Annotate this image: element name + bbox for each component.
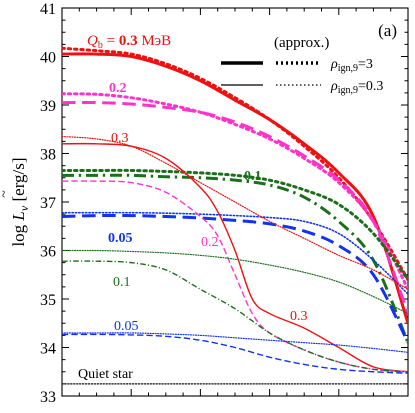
legend-entry-thin-sub: ign,9	[338, 85, 358, 96]
label-quiet-star: Quiet star	[78, 367, 133, 382]
q-title-sub: b	[98, 40, 103, 51]
y-tick-label: 38	[40, 147, 56, 164]
q-title-val: 0.3	[119, 33, 138, 49]
label-q005-thin: 0.05	[114, 319, 139, 334]
series-line-q03-rho3-solid	[62, 52, 408, 324]
y-axis-label: log Lν [erg/s]	[9, 157, 31, 246]
series-line-q02-rho3-dot	[62, 92, 408, 291]
y-tick-label: 40	[40, 50, 56, 67]
label-q02-thin: 0.2	[201, 235, 219, 250]
y-tick-label: 37	[40, 195, 56, 212]
y-axis-label-main: log	[9, 221, 28, 247]
q-title-unit: МэВ	[138, 33, 172, 49]
y-axis-label-l: L	[9, 211, 28, 221]
series-line-q01-rho0.3-dashdot	[62, 260, 408, 373]
label-q01-thick: 0.1	[244, 169, 262, 184]
series-line-q01-rho0.3-dot	[62, 249, 408, 315]
q-title-q: Q	[87, 33, 98, 49]
q-title-eq: =	[103, 33, 119, 49]
y-tick-labels: 33 34 35 36 37 38 39 40 41	[40, 1, 56, 406]
y-axis-label-unit: [erg/s]	[9, 157, 28, 205]
y-tick-label: 41	[40, 1, 56, 18]
legend-entry-thick-rho: ρ	[330, 57, 338, 72]
legend-entry-thin: ρign,9=0.3	[330, 79, 383, 96]
legend-entry-thick-val: =3	[358, 57, 373, 72]
y-tick-label: 34	[40, 341, 56, 358]
label-q03-thin-low: 0.3	[290, 309, 308, 324]
label-q03-thin: 0.3	[111, 131, 129, 146]
q-title-annotation: Qb = 0.3 МэВ	[87, 33, 171, 51]
series-line-q03-rho0.3-dot	[62, 135, 408, 290]
series-line-q005-rho0.3-dash	[62, 333, 408, 374]
y-tick-label: 33	[40, 389, 56, 406]
y-tick-label: 36	[40, 244, 56, 261]
panel-label: (a)	[378, 21, 397, 40]
legend-entry-thick: ρign,9=3	[330, 57, 373, 74]
series-line-q005-rho3-dash	[62, 213, 408, 344]
series-line-q02-rho3-dash	[62, 100, 408, 315]
y-tick-label: 35	[40, 292, 56, 309]
label-q005-thick: 0.05	[108, 231, 133, 246]
series-line-q02-rho0.3-dash	[62, 180, 408, 373]
series-line-q01-rho3-dot	[62, 168, 408, 282]
y-axis-label-sub: ν	[17, 205, 31, 211]
series-line-q01-rho3-dashdot	[62, 173, 408, 344]
label-q01-thin: 0.1	[113, 275, 131, 290]
y-axis-label-tilde: ~	[0, 190, 12, 198]
legend-entry-thin-val: =0.3	[358, 79, 383, 94]
y-tick-label: 39	[40, 98, 56, 115]
legend-entry-thin-rho: ρ	[330, 79, 338, 94]
legend-title: (approx.)	[274, 35, 329, 51]
legend: (approx.) ρign,9=3 ρign,9=0.3	[221, 35, 383, 96]
series-line-q005-rho3-dot	[62, 211, 408, 295]
label-q02-thick: 0.2	[109, 81, 127, 96]
series-line-q005-rho0.3-dot	[62, 332, 408, 353]
series-layer	[62, 46, 408, 385]
legend-entry-thick-sub: ign,9	[338, 63, 358, 74]
